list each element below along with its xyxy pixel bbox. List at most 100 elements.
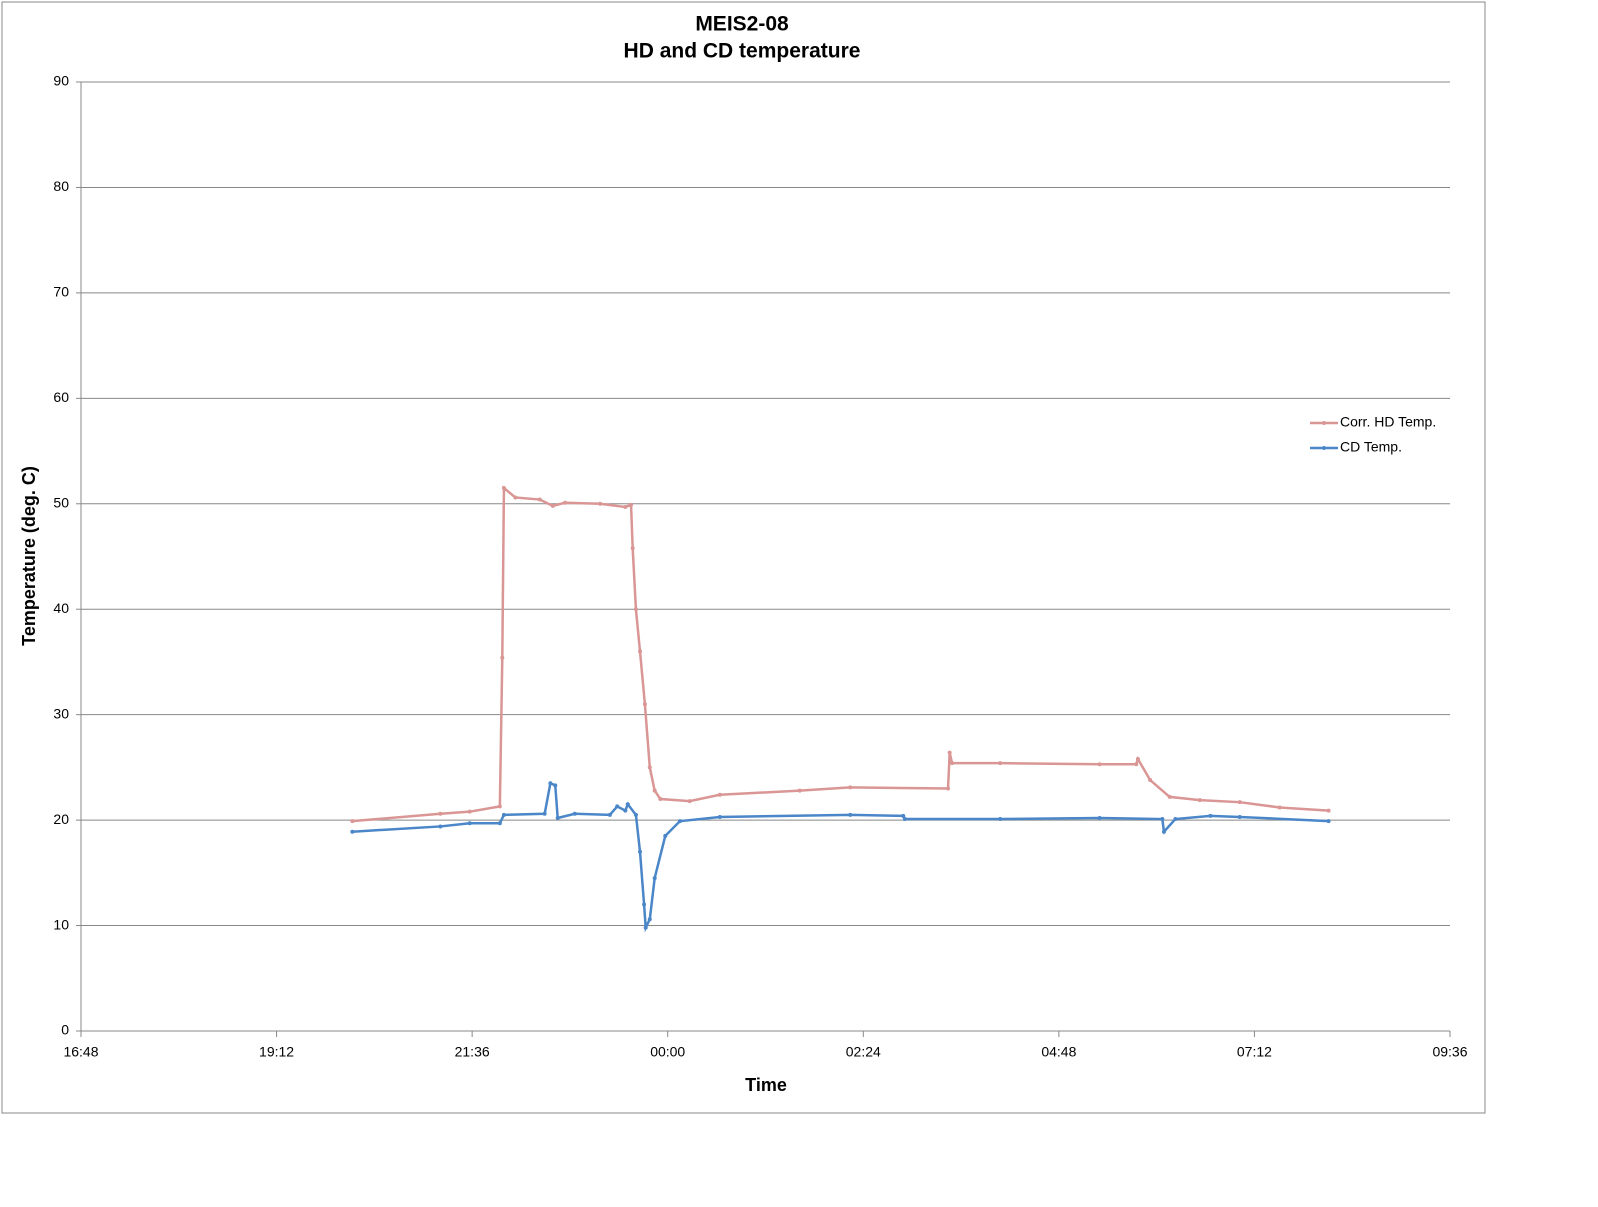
data-point [797,788,802,793]
x-tick-label: 00:00 [650,1044,685,1060]
y-axis-title: Temperature (deg. C) [19,466,39,646]
data-point [572,811,577,816]
data-point [1237,800,1242,805]
data-point [501,812,506,817]
data-point [643,925,648,930]
chart-subtitle: HD and CD temperature [624,40,861,63]
data-point [497,821,502,826]
data-point [902,817,907,822]
data-point [1237,814,1242,819]
data-point [638,849,643,854]
data-point [1135,756,1140,761]
x-axis-title: Time [745,1075,787,1095]
data-point [1161,829,1166,834]
y-tick-label: 50 [53,494,69,510]
data-point [625,802,630,807]
data-point [438,811,443,816]
x-tick-label: 16:48 [63,1044,98,1060]
data-point [467,809,472,814]
legend-marker [1322,421,1326,425]
y-tick-label: 60 [53,389,69,405]
x-tick-label: 04:48 [1041,1044,1076,1060]
data-point [998,817,1003,822]
data-point [658,797,663,802]
data-point [1326,819,1331,824]
data-point [550,503,555,508]
data-point [513,495,518,500]
chart-border [1,1,1486,1114]
data-point [687,799,692,804]
data-point [717,814,722,819]
data-point [548,781,553,786]
data-point [350,829,355,834]
data-point [555,816,560,821]
data-point [537,497,542,502]
data-point [629,502,634,507]
data-point [652,788,657,793]
data-point [438,824,443,829]
data-point [1277,805,1282,810]
data-point [1160,817,1165,822]
data-point [542,811,547,816]
data-point [553,783,558,788]
chart-title: MEIS2-08 [695,13,789,36]
data-point [500,655,505,660]
y-tick-label: 40 [53,600,69,616]
y-tick-label: 10 [53,916,69,932]
data-point [497,804,502,809]
data-point [1148,778,1153,783]
data-point [1197,798,1202,803]
data-point [563,500,568,505]
x-tick-label: 07:12 [1237,1044,1272,1060]
y-tick-label: 80 [53,178,69,194]
data-point [647,765,652,770]
data-point [598,501,603,506]
data-point [623,504,628,509]
y-tick-label: 20 [53,811,69,827]
data-point [642,702,647,707]
data-point [1167,794,1172,799]
data-point [901,813,906,818]
data-point [848,785,853,790]
data-point [467,821,472,826]
y-tick-label: 30 [53,705,69,721]
y-tick-label: 90 [53,73,69,89]
data-point [350,819,355,824]
data-point [1326,808,1331,813]
data-point [947,750,952,755]
x-tick-label: 19:12 [259,1044,294,1060]
data-point [950,761,955,766]
data-point [630,546,635,551]
data-point [652,876,657,881]
y-tick-label: 70 [53,284,69,300]
data-point [615,804,620,809]
data-point [1134,762,1139,767]
data-point [998,761,1003,766]
data-point [677,819,682,824]
data-point [1208,813,1213,818]
data-point [848,812,853,817]
data-point [501,485,506,490]
y-tick-label: 0 [61,1022,69,1038]
data-point [633,812,638,817]
data-point [647,917,652,922]
x-tick-label: 21:36 [455,1044,490,1060]
legend-label: Corr. HD Temp. [1340,414,1436,430]
data-point [717,792,722,797]
data-point [1097,816,1102,821]
data-point [633,607,638,612]
data-point [946,786,951,791]
x-tick-label: 02:24 [846,1044,881,1060]
data-point [1173,817,1178,822]
legend-marker [1322,446,1326,450]
series-line [352,781,1329,933]
data-point [663,833,668,838]
data-point [638,649,643,654]
x-tick-label: 09:36 [1432,1044,1467,1060]
legend-label: CD Temp. [1340,439,1402,455]
data-point [623,808,628,813]
data-point [1097,762,1102,767]
data-point [607,812,612,817]
data-point [642,902,647,907]
